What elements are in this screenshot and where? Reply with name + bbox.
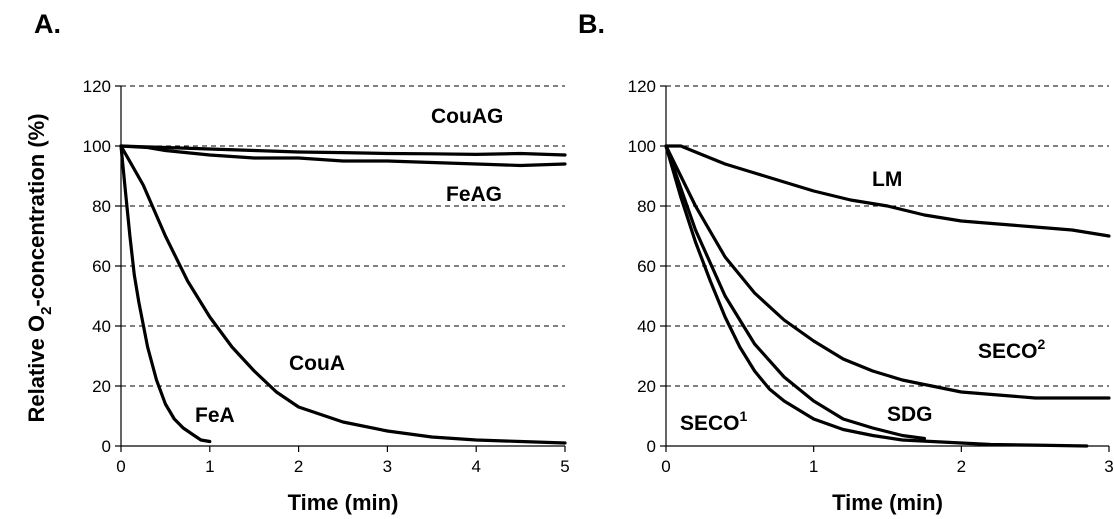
y-tick-label: 120: [628, 77, 656, 96]
x-tick-label: 3: [1104, 457, 1113, 476]
y-tick-label: 40: [637, 317, 656, 336]
y-axis-title-sub: 2: [38, 307, 55, 315]
x-tick-label: 0: [116, 457, 125, 476]
series-line-seco2: [664, 144, 1111, 400]
x-axis-title: Time (min): [832, 490, 943, 515]
x-tick-label: 2: [294, 457, 303, 476]
x-tick-label: 1: [205, 457, 214, 476]
y-tick-label: 60: [637, 257, 656, 276]
series-label-feag: FeAG: [446, 183, 502, 206]
series-label-fea: FeA: [195, 404, 235, 427]
x-tick-label: 2: [957, 457, 966, 476]
series-line-fea: [119, 144, 212, 444]
y-tick-label: 20: [637, 377, 656, 396]
panel-letter-a: A.: [34, 9, 61, 39]
y-tick-label: 120: [83, 77, 111, 96]
series-label-lm: LM: [872, 168, 902, 191]
series-label-sdg: SDG: [887, 403, 933, 426]
panel-a: 0 20 40 60 80 100 120 0 1 2 3 4 5 Time (min) CouAG FeAG…: [83, 77, 570, 515]
x-axis-title: Time (min): [288, 490, 399, 515]
y-tick-label: 100: [628, 137, 656, 156]
series-line-couag: [119, 144, 567, 157]
series-label-seco2: SECO2: [978, 336, 1046, 363]
y-tick-label: 0: [102, 437, 111, 456]
y-tick-label: 20: [92, 377, 111, 396]
series-line-seco1: [664, 144, 1089, 448]
panel-letter-b: B.: [578, 9, 605, 39]
y-tick-label: 60: [92, 257, 111, 276]
series-line-sdg: [664, 144, 927, 441]
series-label-seco1: SECO1: [680, 408, 748, 435]
y-axis-title-main: Relative O: [24, 315, 49, 423]
x-tick-label: 4: [471, 457, 480, 476]
series-label-coua: CouA: [289, 352, 345, 375]
y-tick-label: 80: [92, 197, 111, 216]
x-tick-label: 5: [560, 457, 569, 476]
y-tick-label: 80: [637, 197, 656, 216]
y-tick-label: 100: [83, 137, 111, 156]
series-line-feag: [119, 144, 567, 168]
series-line-coua: [119, 144, 567, 445]
panel-b: 0 20 40 60 80 100 120 0 1 2 3 Time (min) LM SECO2 SDG S…: [628, 77, 1114, 515]
y-axis-title: Relative O2-concentration (%): [24, 113, 55, 422]
y-tick-label: 40: [92, 317, 111, 336]
x-tick-label: 0: [661, 457, 670, 476]
series-label-couag: CouAG: [431, 105, 503, 128]
y-axis-title-rest: -concentration (%): [24, 113, 49, 306]
y-tick-label: 0: [647, 437, 656, 456]
x-tick-label: 1: [809, 457, 818, 476]
series-line-lm: [664, 144, 1111, 238]
x-tick-label: 3: [383, 457, 392, 476]
